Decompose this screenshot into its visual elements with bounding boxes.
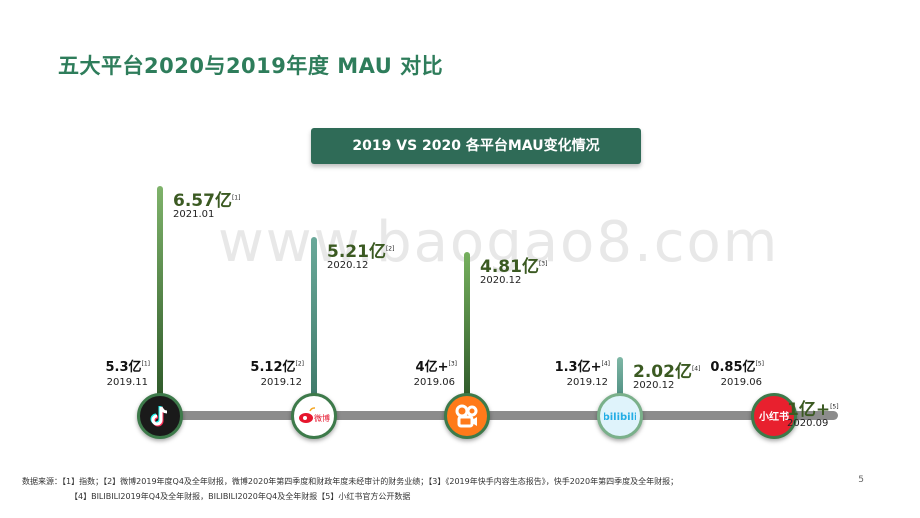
new-value-label: 1亿+[5] bbox=[787, 400, 839, 420]
old-date-label: 2019.06 bbox=[413, 377, 455, 388]
stem-weibo bbox=[311, 237, 317, 398]
reference-mark: [4] bbox=[691, 365, 701, 373]
new-date-label: 2020.12 bbox=[633, 380, 675, 391]
old-date-label: 2019.11 bbox=[106, 377, 148, 388]
reference-mark: [4] bbox=[601, 360, 611, 368]
bilibili-icon[interactable]: bilibili bbox=[597, 393, 643, 439]
stem-bilibili bbox=[617, 357, 623, 398]
new-date-label: 2020.12 bbox=[327, 260, 369, 271]
douyin-icon[interactable] bbox=[137, 393, 183, 439]
reference-mark: [5] bbox=[755, 360, 765, 368]
old-value-label: 5.3亿[1] bbox=[105, 360, 151, 375]
page-title: 五大平台2020与2019年度 MAU 对比 bbox=[58, 54, 444, 78]
new-value-label: 2.02亿[4] bbox=[633, 362, 701, 382]
new-value-label: 5.21亿[2] bbox=[327, 242, 395, 262]
svg-text:小红书: 小红书 bbox=[758, 410, 789, 423]
chart-title-banner: 2019 VS 2020 各平台MAU变化情况 bbox=[311, 128, 641, 164]
source-note: 数据来源：【1】指数；【2】微博2019年度Q4及全年财报，微博2020年第四季… bbox=[22, 474, 678, 504]
new-date-label: 2021.01 bbox=[173, 209, 215, 220]
new-value-label: 4.81亿[3] bbox=[480, 257, 548, 277]
weibo-icon[interactable]: 微博 bbox=[291, 393, 337, 439]
xiaohongshu-icon[interactable]: 小红书 bbox=[751, 393, 797, 439]
new-date-label: 2020.12 bbox=[480, 275, 522, 286]
old-date-label: 2019.06 bbox=[720, 377, 762, 388]
source-note-line-2: 【4】BILIBILI2019年Q4及全年财报，BILIBILI2020年Q4及… bbox=[70, 492, 411, 501]
old-value-label: 1.3亿+[4] bbox=[554, 360, 611, 375]
source-note-line-1: 数据来源：【1】指数；【2】微博2019年度Q4及全年财报，微博2020年第四季… bbox=[22, 477, 679, 486]
reference-mark: [2] bbox=[385, 245, 395, 253]
reference-mark: [3] bbox=[538, 260, 548, 268]
page-number: 5 bbox=[858, 475, 864, 485]
old-value-label: 0.85亿[5] bbox=[710, 360, 765, 375]
old-date-label: 2019.12 bbox=[260, 377, 302, 388]
reference-mark: [3] bbox=[448, 360, 458, 368]
svg-text:微博: 微博 bbox=[314, 413, 330, 423]
new-value-label: 6.57亿[1] bbox=[173, 191, 241, 211]
reference-mark: [1] bbox=[141, 360, 151, 368]
old-value-label: 4亿+[3] bbox=[415, 360, 458, 375]
old-value-label: 5.12亿[2] bbox=[250, 360, 305, 375]
reference-mark: [1] bbox=[231, 194, 241, 202]
stem-kuaishou bbox=[464, 252, 470, 398]
reference-mark: [2] bbox=[295, 360, 305, 368]
svg-text:bilibili: bilibili bbox=[604, 412, 636, 423]
old-date-label: 2019.12 bbox=[566, 377, 608, 388]
stem-douyin bbox=[157, 186, 163, 398]
new-date-label: 2020.09 bbox=[787, 418, 829, 429]
reference-mark: [5] bbox=[830, 403, 839, 411]
timeline-bar bbox=[150, 411, 838, 420]
kuaishou-icon[interactable] bbox=[444, 393, 490, 439]
